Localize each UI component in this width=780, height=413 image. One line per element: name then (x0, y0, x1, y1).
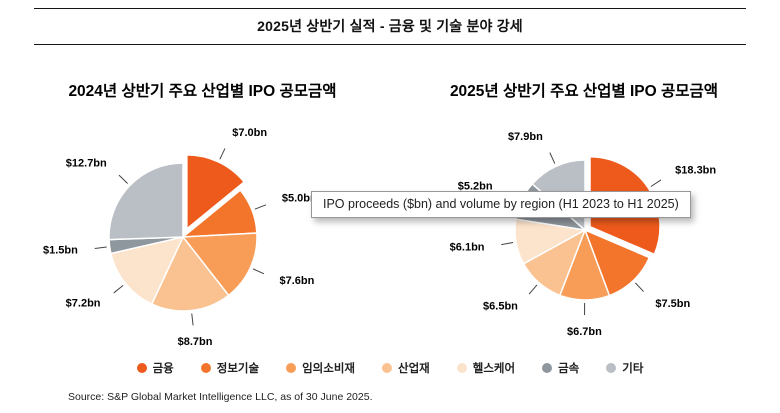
legend-item-7: 기타 (606, 360, 643, 376)
slice-value-label: $12.7bn (66, 157, 107, 169)
label-leader-line (94, 246, 107, 249)
slice-value-label: $6.7bn (567, 326, 602, 338)
legend-dot (286, 363, 297, 373)
slice-value-label: $5.2bn (458, 181, 493, 193)
legend-label: 금속 (558, 363, 580, 375)
legend-label: 헬스케어 (472, 363, 516, 375)
label-leader-line (113, 284, 124, 294)
label-leader-line (118, 174, 128, 184)
slice-value-label: $7.2bn (66, 298, 101, 310)
chart-tooltip: IPO proceeds ($bn) and volume by region … (311, 191, 691, 218)
legend-label: 기타 (622, 363, 644, 375)
legend-item-3: 임의소비재 (286, 360, 355, 376)
label-leader-line (219, 148, 226, 160)
label-leader-line (191, 313, 194, 326)
legend-label: 금융 (152, 363, 174, 375)
legend-dot (606, 363, 617, 373)
label-leader-line (501, 242, 514, 246)
page-title: 2025년 상반기 실적 - 금융 및 기술 분야 강세 (257, 18, 523, 34)
chart-title-2025: 2025년 상반기 주요 산업별 IPO 공모금액 (449, 83, 719, 100)
label-leader-line (252, 268, 265, 275)
legend-item-6: 금속 (542, 360, 579, 376)
slice-value-label: $6.5bn (483, 301, 518, 313)
label-leader-line (254, 204, 267, 210)
legend-dot (381, 363, 392, 373)
pie-slice-헬스케어[interactable] (109, 235, 185, 306)
chart-title-2024: 2024년 상반기 주요 산업별 IPO 공모금액 (68, 83, 337, 100)
label-leader-line (634, 282, 644, 292)
source-note: Source: S&P Global Market Intelligence L… (68, 391, 373, 403)
slice-value-label: $6.1bn (450, 241, 485, 253)
slice-value-label: $7.0bn (232, 127, 267, 139)
legend-item-4: 산업재 (381, 360, 430, 376)
legend-dot (456, 363, 467, 373)
slice-value-label: $7.6bn (279, 275, 314, 287)
pie-chart-2024: $7.0bn $5.0bn $7.6bn $8.7bn $7.2bn $1.5bn $12.… (43, 127, 317, 348)
label-leader-line (528, 284, 538, 295)
pie-slice-산업재[interactable] (150, 235, 230, 312)
legend-label: 정보기술 (216, 363, 260, 375)
header-band: 2025년 상반기 실적 - 금융 및 기술 분야 강세 (34, 8, 746, 45)
slice-value-label: $5.0bn (282, 193, 317, 205)
slice-value-label: $1.5bn (43, 245, 78, 257)
legend: 금융 정보기술 임의소비재 산업재 헬스케어 금속 기타 (0, 360, 780, 376)
legend-item-2: 정보기술 (200, 360, 260, 376)
pie-chart-2025: $18.3bn $7.5bn $6.7bn $6.5bn $6.1bn $5.2bn $7.… (450, 131, 717, 338)
label-leader-line (650, 179, 662, 187)
pie-slice-금융[interactable] (186, 154, 246, 231)
legend-dot (200, 363, 211, 373)
legend-dot (136, 363, 147, 373)
legend-dot (542, 363, 553, 373)
slice-value-label: $18.3bn (675, 164, 716, 176)
slice-value-label: $8.7bn (178, 336, 213, 348)
slice-value-label: $7.5bn (655, 298, 690, 310)
pie-slice-임의소비재[interactable] (181, 232, 258, 297)
legend-item-5: 헬스케어 (456, 360, 516, 376)
label-leader-line (549, 152, 556, 164)
legend-item-1: 금융 (136, 360, 174, 376)
pie-slice-기타[interactable] (108, 162, 184, 241)
slice-value-label: $7.9bn (508, 131, 543, 143)
legend-label: 산업재 (397, 363, 430, 375)
pie-slice-정보기술[interactable] (583, 228, 651, 297)
legend-label: 임의소비재 (302, 363, 355, 375)
